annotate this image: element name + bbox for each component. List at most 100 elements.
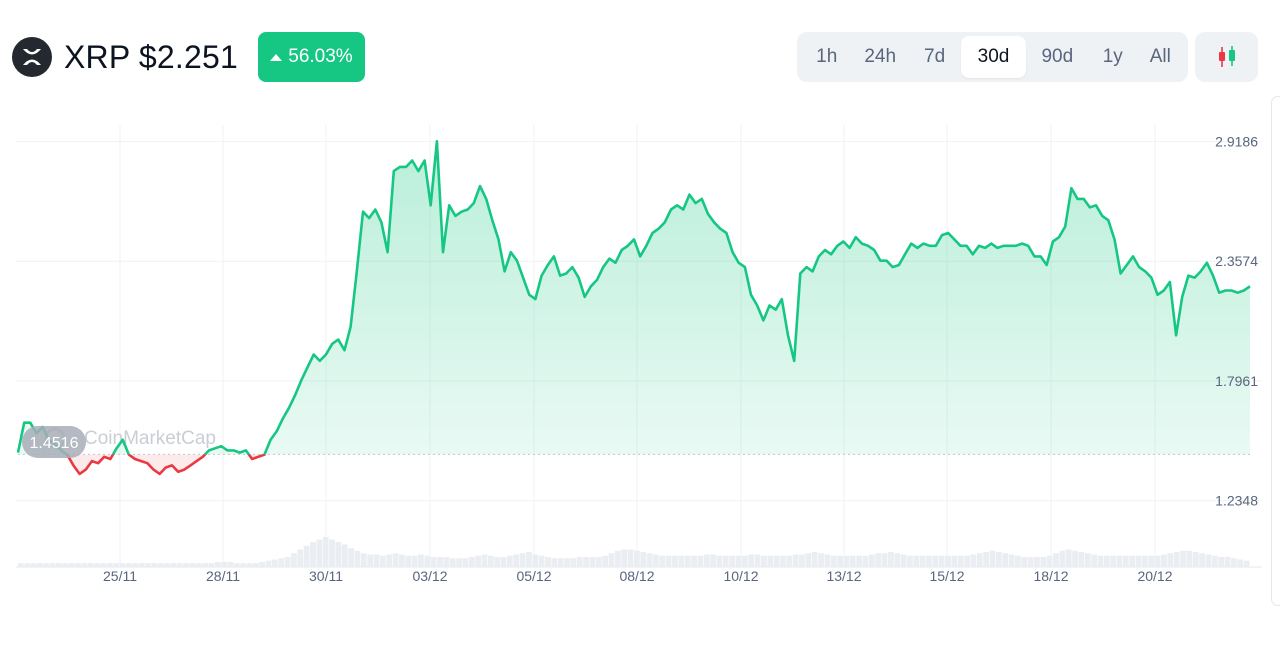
volume-bar — [81, 563, 88, 567]
volume-bar — [919, 555, 926, 567]
volume-bar — [1148, 555, 1155, 567]
x-tick-label: 30/11 — [309, 568, 343, 584]
volume-bar — [170, 563, 177, 567]
volume-bar — [437, 557, 443, 567]
watermark-text: CoinMarketCap — [84, 428, 216, 449]
range-button-30d[interactable]: 30d — [961, 36, 1026, 78]
volume-bar — [621, 549, 628, 567]
volume-bar — [1135, 555, 1142, 567]
volume-bar — [818, 553, 824, 567]
volume-bar — [233, 563, 240, 567]
price-change-badge: 56.03% — [258, 32, 365, 82]
volume-bar — [195, 563, 202, 567]
x-tick-label: 10/12 — [723, 568, 758, 584]
x-tick-label: 28/11 — [206, 568, 240, 584]
volume-bar — [100, 563, 107, 567]
range-button-1y[interactable]: 1y — [1102, 46, 1123, 67]
volume-bar — [125, 563, 132, 567]
x-tick-label: 25/11 — [103, 568, 137, 584]
volume-bar — [703, 554, 710, 567]
volume-bar — [659, 555, 666, 567]
volume-bar — [456, 558, 462, 567]
volume-bar — [24, 563, 31, 567]
range-button-24h[interactable]: 24h — [864, 46, 897, 67]
volume-bar — [856, 555, 863, 567]
range-button-all[interactable]: All — [1149, 46, 1171, 67]
volume-bar — [989, 550, 996, 567]
volume-bar — [964, 555, 970, 567]
volume-bar — [68, 563, 75, 567]
volume-bar — [957, 555, 964, 567]
volume-bar — [151, 563, 158, 567]
volume-bar — [1243, 560, 1250, 567]
volume-bar — [1110, 555, 1117, 567]
y-tick-label: 1.7961 — [1215, 373, 1258, 389]
volume-bar — [894, 553, 901, 567]
volume-bar — [329, 539, 335, 567]
volume-bar — [56, 563, 62, 567]
volume-bar — [595, 557, 602, 567]
volume-bar — [265, 560, 272, 567]
volume-bar — [951, 555, 958, 567]
volume-bar — [202, 563, 208, 567]
y-tick-label: 1.2348 — [1215, 493, 1258, 509]
volume-bar — [335, 542, 342, 567]
volume-bar — [399, 554, 405, 567]
volume-bar — [602, 555, 608, 567]
candlestick-toggle-button[interactable] — [1195, 32, 1258, 82]
volume-bar — [761, 555, 767, 567]
volume-bar — [691, 555, 697, 567]
xrp-logo-icon — [12, 37, 52, 77]
volume-bar — [430, 557, 437, 567]
volume-bar — [284, 557, 291, 567]
volume-bar — [75, 563, 81, 567]
range-button-90d[interactable]: 90d — [1041, 46, 1074, 67]
volume-bar — [214, 562, 221, 567]
x-tick-label: 20/12 — [1137, 568, 1172, 584]
x-tick-label: 03/12 — [412, 568, 447, 584]
volume-bar — [1142, 555, 1148, 567]
volume-bar — [837, 555, 843, 567]
volume-bar — [1186, 550, 1193, 567]
volume-bar — [240, 563, 247, 567]
caret-up-icon — [270, 53, 283, 61]
volume-bar — [735, 555, 742, 567]
volume-bar — [62, 563, 69, 567]
volume-bar — [900, 554, 907, 567]
volume-bar — [1015, 555, 1021, 567]
x-tick-label: 15/12 — [929, 568, 964, 584]
start-price-label: 1.4516 — [30, 435, 79, 452]
volume-bar — [316, 539, 323, 567]
volume-bar — [526, 552, 532, 567]
y-tick-label: 2.9186 — [1215, 134, 1258, 150]
price-area-fill — [18, 141, 1250, 455]
y-tick-label: 2.3574 — [1215, 253, 1258, 269]
volume-bar — [37, 563, 43, 567]
volume-bar — [1180, 550, 1186, 567]
volume-bar — [945, 555, 951, 567]
volume-bar — [888, 552, 894, 567]
volume-bar — [379, 555, 386, 567]
volume-bar — [18, 563, 24, 567]
volume-bar — [614, 550, 621, 567]
volume-bar — [297, 549, 304, 567]
volume-bar — [1230, 558, 1237, 567]
volume-bar — [551, 558, 558, 567]
volume-bar — [145, 563, 151, 567]
range-button-7d[interactable]: 7d — [924, 46, 946, 67]
volume-bar — [113, 563, 120, 567]
volume-bar — [583, 557, 589, 567]
range-button-1h[interactable]: 1h — [816, 46, 838, 67]
volume-bar — [1211, 555, 1218, 567]
volume-bar — [87, 563, 94, 567]
volume-bar — [913, 555, 920, 567]
volume-bar — [741, 555, 748, 567]
volume-bar — [354, 550, 361, 567]
volume-bar — [716, 555, 723, 567]
volume-bar — [373, 554, 380, 567]
volume-bar — [799, 554, 805, 567]
volume-bar — [976, 553, 983, 567]
volume-bar — [932, 555, 939, 567]
volume-bar — [538, 555, 545, 567]
volume-bar — [1129, 555, 1136, 567]
